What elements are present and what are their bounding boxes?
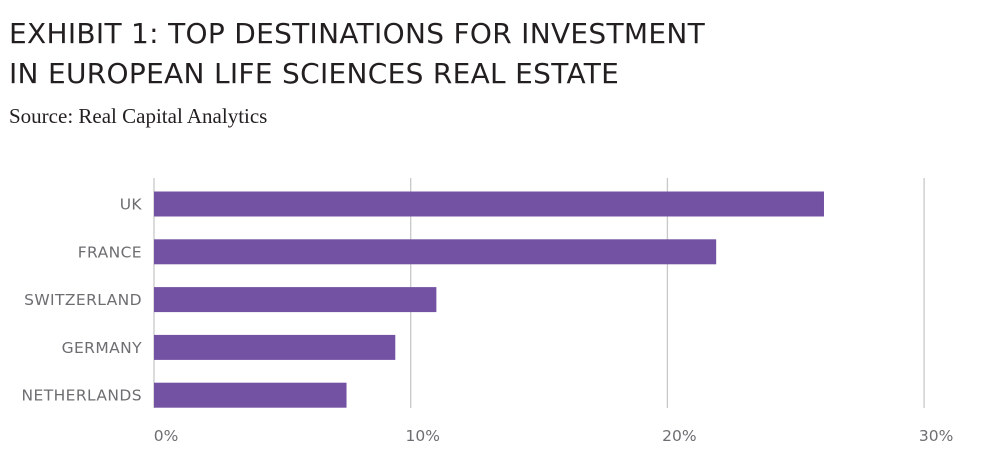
- category-label-netherlands: NETHERLANDS: [22, 387, 142, 405]
- x-tick-label: 20%: [662, 427, 696, 445]
- x-tick-label: 30%: [919, 427, 953, 445]
- bars: [154, 191, 824, 408]
- category-label-uk: UK: [120, 196, 143, 214]
- x-axis-tick-labels: 0% 10% 20% 30%: [154, 427, 954, 445]
- category-label-switzerland: SWITZERLAND: [24, 291, 142, 309]
- x-tick-label: 10%: [405, 427, 439, 445]
- bar-netherlands: [154, 382, 347, 408]
- chart-source: Source: Real Capital Analytics: [9, 104, 268, 128]
- category-label-germany: GERMANY: [62, 339, 143, 357]
- category-labels: UK FRANCE SWITZERLAND GERMANY NETHERLANDS: [22, 196, 143, 405]
- bar-france: [154, 239, 717, 265]
- bar-germany: [154, 334, 396, 360]
- x-tick-label: 0%: [154, 427, 179, 445]
- chart-title-line-1: EXHIBIT 1: TOP DESTINATIONS FOR INVESTME…: [9, 17, 705, 50]
- bar-uk: [154, 191, 824, 217]
- category-label-france: FRANCE: [78, 243, 142, 261]
- bar-switzerland: [154, 287, 437, 313]
- chart-title: EXHIBIT 1: TOP DESTINATIONS FOR INVESTME…: [9, 14, 705, 94]
- chart-title-line-2: IN EUROPEAN LIFE SCIENCES REAL ESTATE: [9, 57, 620, 90]
